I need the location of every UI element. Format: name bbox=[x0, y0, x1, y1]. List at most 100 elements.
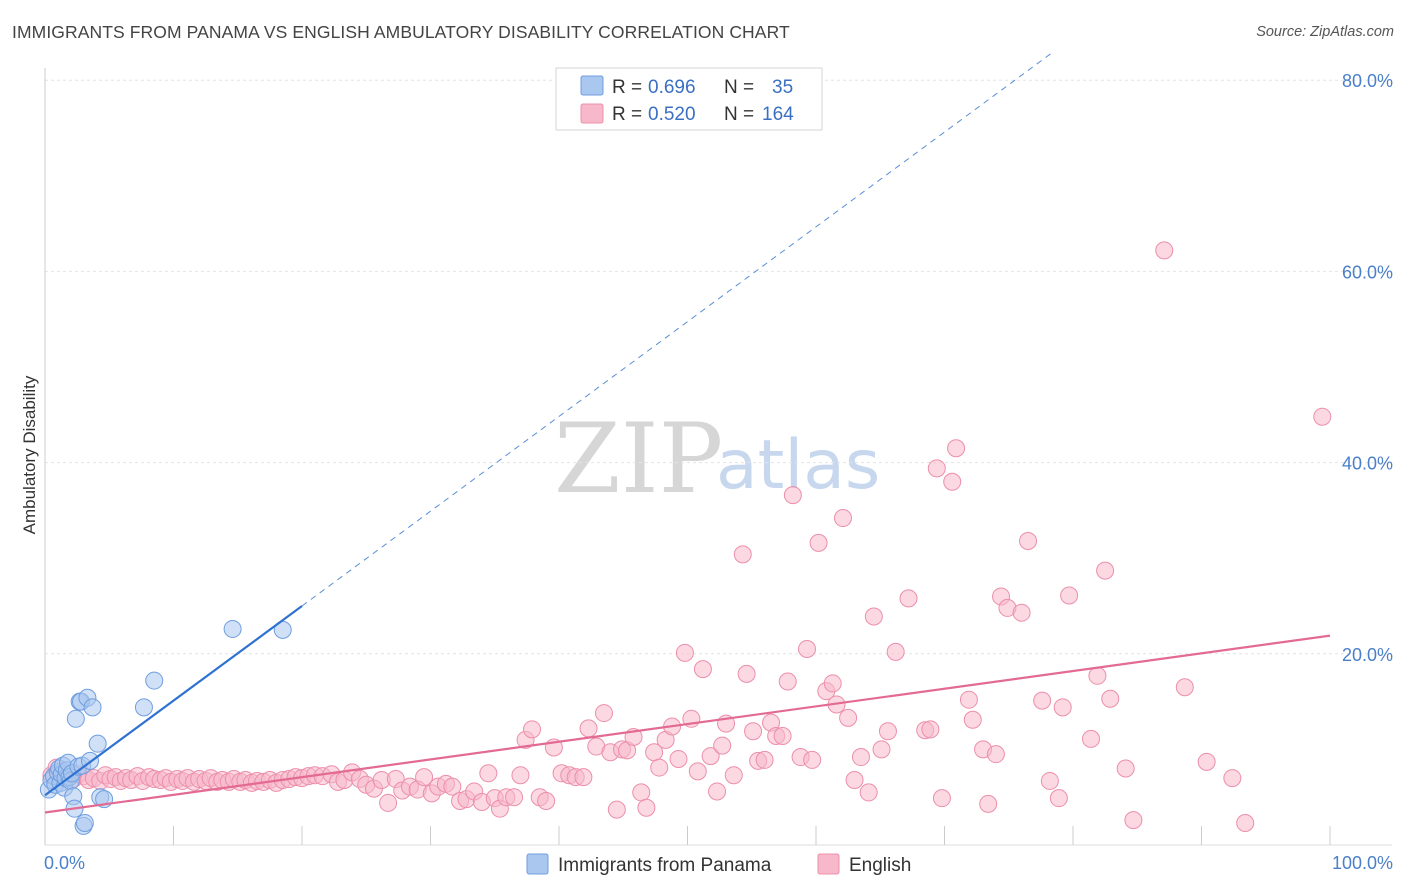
english-point bbox=[986, 745, 1005, 764]
legend-r-label: R = bbox=[612, 104, 642, 125]
x-axis-tick-labels: 0.0% 100.0% bbox=[44, 853, 1393, 873]
y-tick-label: 40.0% bbox=[1342, 454, 1393, 474]
english-point bbox=[650, 758, 669, 777]
english-point bbox=[833, 509, 852, 528]
english-point bbox=[1049, 789, 1068, 808]
english-point bbox=[872, 740, 891, 759]
english-point bbox=[1033, 691, 1052, 710]
english-point bbox=[778, 672, 797, 691]
english-point bbox=[859, 783, 878, 802]
english-point bbox=[839, 708, 858, 727]
english-point bbox=[1313, 407, 1332, 426]
english-point bbox=[1019, 531, 1038, 550]
english-point bbox=[845, 770, 864, 789]
x-tick-label: 100.0% bbox=[1332, 853, 1393, 873]
english-point bbox=[899, 589, 918, 608]
english-point bbox=[1116, 759, 1135, 778]
english-point bbox=[1101, 689, 1120, 708]
english-point bbox=[1155, 241, 1174, 260]
bottom-legend-label-panama: Immigrants from Panama bbox=[558, 855, 772, 876]
english-point bbox=[1012, 603, 1031, 622]
panama-point bbox=[83, 698, 102, 717]
panama-trend-line bbox=[44, 605, 303, 797]
english-point bbox=[724, 766, 743, 785]
english-point bbox=[607, 800, 626, 819]
correlation-legend: R = 0.696 N = 35 R = 0.520 N = 164 bbox=[555, 67, 823, 131]
english-point bbox=[688, 762, 707, 781]
panama-point bbox=[75, 814, 94, 833]
english-point bbox=[1236, 814, 1255, 833]
english-point bbox=[1081, 729, 1100, 748]
english-point bbox=[1096, 561, 1115, 580]
chart-source: Source: ZipAtlas.com bbox=[1256, 24, 1394, 40]
english-point bbox=[1053, 698, 1072, 717]
english-point bbox=[523, 720, 542, 739]
english-point bbox=[505, 788, 524, 807]
panama-point bbox=[134, 698, 153, 717]
english-point bbox=[579, 719, 598, 738]
watermark-zip: ZIP bbox=[554, 403, 723, 515]
bottom-legend-swatch-panama bbox=[526, 853, 549, 875]
x-axis-ticks bbox=[44, 826, 1331, 845]
english-point bbox=[379, 793, 398, 812]
english-point bbox=[803, 750, 822, 769]
english-point bbox=[1223, 769, 1242, 788]
english-point bbox=[878, 722, 897, 741]
english-point bbox=[963, 710, 982, 729]
legend-n-value-english: 164 bbox=[762, 104, 794, 125]
panama-point bbox=[223, 619, 242, 638]
legend-r-label: R = bbox=[612, 77, 642, 98]
english-point bbox=[1060, 586, 1079, 605]
english-point bbox=[1175, 678, 1194, 697]
english-point bbox=[594, 704, 613, 723]
panama-point bbox=[66, 709, 85, 728]
english-point bbox=[927, 459, 946, 478]
english-point bbox=[773, 727, 792, 746]
english-point bbox=[943, 472, 962, 491]
legend-swatch-english bbox=[580, 103, 604, 124]
y-tick-label: 80.0% bbox=[1342, 71, 1393, 91]
panama-point bbox=[88, 734, 107, 753]
y-tick-label: 60.0% bbox=[1342, 262, 1393, 282]
english-point bbox=[744, 722, 763, 741]
english-point bbox=[737, 664, 756, 683]
x-tick-label: 0.0% bbox=[44, 853, 85, 873]
english-point bbox=[932, 789, 951, 808]
bottom-legend-label-english: English bbox=[849, 855, 911, 876]
y-tick-label: 20.0% bbox=[1342, 645, 1393, 665]
english-trend-line bbox=[44, 634, 1331, 814]
english-point bbox=[637, 798, 656, 817]
english-point bbox=[675, 643, 694, 662]
english-point bbox=[783, 486, 802, 505]
legend-n-label: N = bbox=[724, 77, 754, 98]
english-point bbox=[921, 720, 940, 739]
panama-trend-extension bbox=[301, 51, 1055, 607]
english-point bbox=[511, 766, 530, 785]
y-axis-tick-labels: 20.0% 40.0% 60.0% 80.0% bbox=[1342, 71, 1393, 665]
english-point bbox=[632, 783, 651, 802]
english-point bbox=[443, 777, 462, 796]
english-point bbox=[537, 792, 556, 811]
series-legend: Immigrants from Panama English bbox=[526, 853, 911, 876]
legend-swatch-panama bbox=[580, 75, 604, 96]
panama-point bbox=[145, 671, 164, 690]
legend-n-value-panama: 35 bbox=[772, 77, 793, 98]
english-point bbox=[1124, 811, 1143, 830]
english-point bbox=[809, 533, 828, 552]
gridlines bbox=[45, 79, 1392, 655]
legend-r-value-panama: 0.696 bbox=[648, 77, 696, 98]
legend-r-value-english: 0.520 bbox=[648, 104, 696, 125]
english-point bbox=[669, 749, 688, 768]
english-point bbox=[947, 439, 966, 458]
english-point bbox=[864, 607, 883, 626]
english-point bbox=[693, 660, 712, 679]
panama-points bbox=[39, 619, 292, 835]
english-point bbox=[798, 640, 817, 659]
english-point bbox=[1040, 771, 1059, 790]
english-point bbox=[574, 768, 593, 787]
english-point bbox=[479, 764, 498, 783]
english-point bbox=[708, 782, 727, 801]
legend-n-label: N = bbox=[724, 104, 754, 125]
chart-title: IMMIGRANTS FROM PANAMA VS ENGLISH AMBULA… bbox=[12, 22, 790, 42]
